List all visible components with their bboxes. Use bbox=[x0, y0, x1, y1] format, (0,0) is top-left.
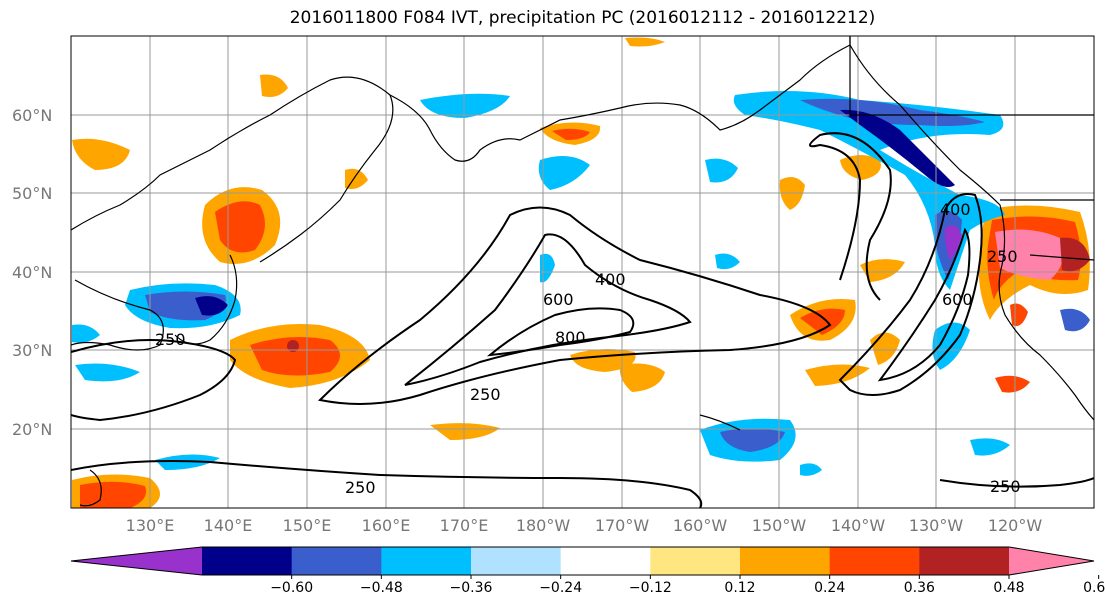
colorbar-tick-label: 0.12 bbox=[724, 580, 755, 596]
precip-positive-shading bbox=[72, 37, 1090, 508]
colorbar-tick-label: −0.12 bbox=[629, 580, 672, 596]
colorbar-swatch-4 bbox=[471, 547, 562, 575]
lon-label-130w: 130°W bbox=[909, 516, 964, 535]
colorbar-tick-label: −0.60 bbox=[270, 580, 313, 596]
colorbar: −0.60 −0.48 −0.36 −0.24 −0.12 0.12 0.24 0.36 0.4… bbox=[70, 546, 1105, 596]
lon-label-160e: 160°E bbox=[362, 516, 411, 535]
colorbar-swatch-0 bbox=[71, 547, 202, 575]
lon-label-150e: 150°E bbox=[283, 516, 332, 535]
lat-label-60n: 60°N bbox=[12, 106, 52, 125]
longitude-labels: 130°E 140°E 150°E 160°E 170°E 180°W 170°… bbox=[126, 516, 1043, 535]
ivt-contours bbox=[71, 132, 1094, 508]
lon-label-140w: 140°W bbox=[831, 516, 886, 535]
contour-label-400-central: 400 bbox=[595, 270, 626, 289]
colorbar-swatch-6 bbox=[650, 547, 741, 575]
lon-label-130e: 130°E bbox=[126, 516, 175, 535]
contour-label-600-central: 600 bbox=[543, 290, 574, 309]
colorbar-swatches bbox=[71, 547, 1094, 575]
colorbar-swatch-2 bbox=[291, 547, 382, 575]
contour-label-250-east: 250 bbox=[990, 477, 1021, 496]
contour-labels: 250 250 250 250 400 600 800 400 600 250 bbox=[155, 200, 1021, 497]
colorbar-tick-label: 0.24 bbox=[814, 580, 845, 596]
contour-label-400-coast: 400 bbox=[940, 200, 971, 219]
colorbar-swatch-10 bbox=[1009, 547, 1094, 575]
contour-label-250-coast: 250 bbox=[987, 247, 1018, 266]
coastlines bbox=[71, 36, 1094, 507]
colorbar-swatch-7 bbox=[740, 547, 831, 575]
contour-label-800-central: 800 bbox=[555, 328, 586, 347]
lat-label-50n: 50°N bbox=[12, 184, 52, 203]
lon-label-140e: 140°E bbox=[204, 516, 253, 535]
contour-label-600-coast: 600 bbox=[942, 290, 973, 309]
colorbar-swatch-9 bbox=[919, 547, 1010, 575]
colorbar-swatch-8 bbox=[829, 547, 920, 575]
lat-label-20n: 20°N bbox=[12, 420, 52, 439]
lon-label-150w: 150°W bbox=[752, 516, 807, 535]
colorbar-outline bbox=[70, 546, 1095, 576]
contour-label-250-west: 250 bbox=[155, 330, 186, 349]
colorbar-swatch-5 bbox=[560, 547, 651, 575]
lat-label-40n: 40°N bbox=[12, 263, 52, 282]
lon-label-170e: 170°E bbox=[440, 516, 489, 535]
lon-label-160w: 160°W bbox=[673, 516, 728, 535]
colorbar-tick-label: 0.36 bbox=[904, 580, 935, 596]
colorbar-tick-label: −0.24 bbox=[539, 580, 582, 596]
contour-label-250-south: 250 bbox=[345, 478, 376, 497]
colorbar-tick-label: −0.48 bbox=[360, 580, 403, 596]
lat-label-30n: 30°N bbox=[12, 341, 52, 360]
map-plot-area: 250 250 250 250 400 600 800 400 600 250 bbox=[71, 36, 1094, 508]
colorbar-ticks: −0.60 −0.48 −0.36 −0.24 −0.12 0.12 0.24 0.36 0.4… bbox=[270, 575, 1105, 596]
map-title: 2016011800 F084 IVT, precipitation PC (2… bbox=[289, 8, 876, 28]
colorbar-tick-label: 0.60 bbox=[1083, 580, 1105, 596]
lon-label-180w: 180°W bbox=[516, 516, 571, 535]
contour-label-250-central: 250 bbox=[470, 385, 501, 404]
latitude-labels: 60°N 50°N 40°N 30°N 20°N bbox=[12, 106, 52, 439]
lon-label-170w: 170°W bbox=[595, 516, 650, 535]
colorbar-tick-label: 0.48 bbox=[993, 580, 1024, 596]
colorbar-tick-label: −0.36 bbox=[450, 580, 493, 596]
lon-label-120w: 120°W bbox=[988, 516, 1043, 535]
map-frame bbox=[70, 35, 1095, 509]
colorbar-swatch-3 bbox=[381, 547, 472, 575]
colorbar-swatch-1 bbox=[202, 547, 293, 575]
